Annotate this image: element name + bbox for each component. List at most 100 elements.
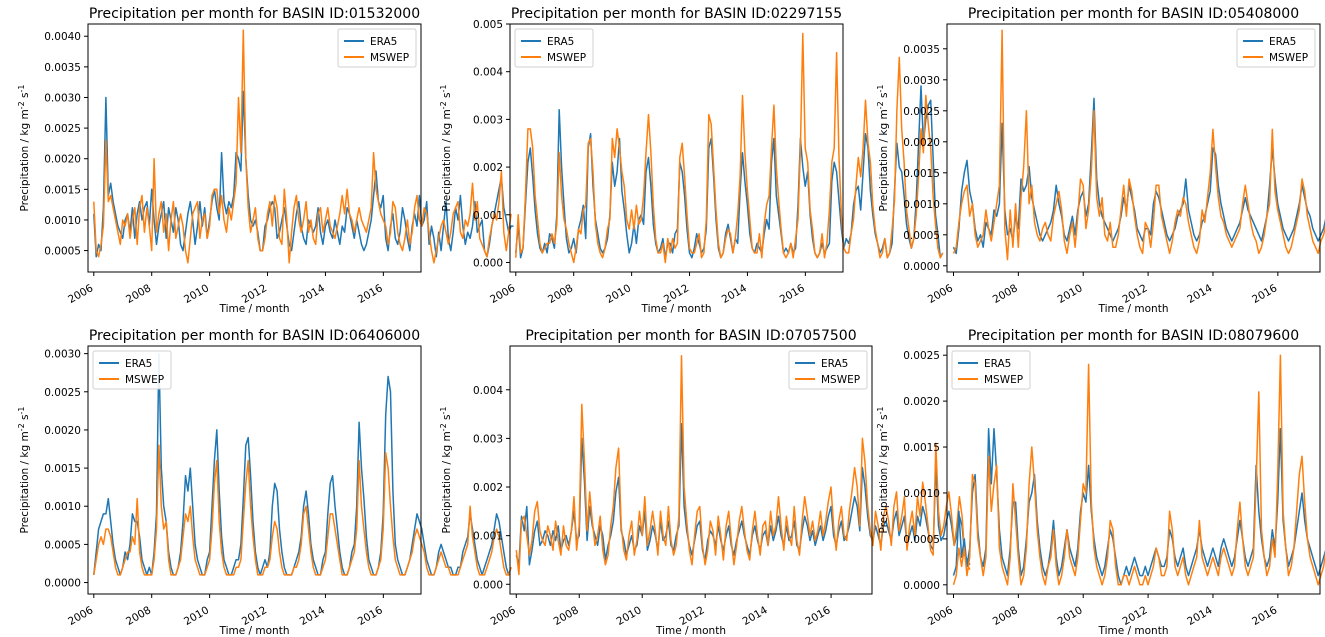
y-tick-label: 0.002 xyxy=(473,162,503,174)
y-axis-label: Precipitation / kg m-2 s-1 xyxy=(439,85,454,212)
x-tick-label: 2014 xyxy=(298,282,327,306)
y-tick-label: 0.003 xyxy=(473,433,503,445)
y-tick-label: 0.0015 xyxy=(903,442,940,454)
x-tick-label: 2008 xyxy=(124,604,153,628)
y-tick-label: 0.003 xyxy=(473,114,503,126)
y-tick-label: 0.0040 xyxy=(44,31,81,43)
x-tick-label: 2006 xyxy=(66,604,95,628)
y-axis-label: Precipitation / kg m-2 s-1 xyxy=(876,407,891,534)
y-tick-label: 0.0035 xyxy=(903,44,940,56)
x-axis-label: Time / month xyxy=(1098,303,1169,315)
series-line-mswep xyxy=(952,354,1325,586)
y-tick-label: 0.0010 xyxy=(903,488,940,500)
x-tick-label: 2016 xyxy=(803,604,832,628)
legend-label-mswep: MSWEP xyxy=(370,52,409,64)
y-tick-label: 0.0000 xyxy=(903,580,940,592)
x-tick-label: 2006 xyxy=(66,282,95,306)
plot-frame xyxy=(87,23,422,273)
series-line-mswep xyxy=(93,444,512,576)
y-tick-label: 0.0030 xyxy=(44,92,81,104)
chart-title: Precipitation per month for BASIN ID:015… xyxy=(89,6,420,22)
y-tick-label: 0.0035 xyxy=(44,62,81,74)
x-tick-label: 2008 xyxy=(991,604,1020,628)
legend-label-mswep: MSWEP xyxy=(125,374,164,386)
y-tick-label: 0.0030 xyxy=(44,349,81,361)
y-tick-label: 0.000 xyxy=(473,579,503,591)
y-tick-label: 0.0020 xyxy=(903,137,940,149)
chart-panel-2: Precipitation per month for BASIN ID:022… xyxy=(439,6,944,315)
y-tick-label: 0.0010 xyxy=(44,215,81,227)
chart-panel-3: Precipitation per month for BASIN ID:054… xyxy=(876,6,1325,315)
series-line-mswep xyxy=(515,32,944,264)
chart-title: Precipitation per month for BASIN ID:054… xyxy=(968,6,1299,22)
x-tick-label: 2010 xyxy=(1056,282,1085,306)
y-tick-label: 0.0020 xyxy=(44,425,81,437)
y-tick-label: 0.0030 xyxy=(903,75,940,87)
legend-label-era5: ERA5 xyxy=(125,358,152,370)
chart-title: Precipitation per month for BASIN ID:022… xyxy=(511,6,842,22)
x-axis-label: Time / month xyxy=(655,625,726,637)
y-tick-label: 0.0020 xyxy=(44,154,81,166)
series-line-era5 xyxy=(93,90,514,258)
x-tick-label: 2010 xyxy=(182,282,211,306)
y-tick-label: 0.000 xyxy=(473,257,503,269)
legend-label-mswep: MSWEP xyxy=(984,374,1023,386)
x-tick-label: 2010 xyxy=(182,604,211,628)
x-tick-label: 2016 xyxy=(778,282,807,306)
series-line-mswep xyxy=(93,29,512,264)
chart-title: Precipitation per month for BASIN ID:070… xyxy=(525,328,856,344)
y-tick-label: 0.0000 xyxy=(903,261,940,273)
x-tick-label: 2016 xyxy=(356,604,385,628)
x-tick-label: 2010 xyxy=(604,282,633,306)
y-axis-label: Precipitation / kg m-2 s-1 xyxy=(876,85,891,212)
y-tick-label: 0.0020 xyxy=(903,396,940,408)
y-tick-label: 0.0005 xyxy=(44,246,81,258)
chart-panel-1: Precipitation per month for BASIN ID:015… xyxy=(17,6,514,315)
x-axis-label: Time / month xyxy=(641,303,712,315)
y-tick-label: 0.0015 xyxy=(44,463,81,475)
x-tick-label: 2016 xyxy=(1250,282,1279,306)
series-line-mswep xyxy=(952,29,1325,261)
plot-frame xyxy=(946,23,1321,273)
legend-label-era5: ERA5 xyxy=(1269,36,1296,48)
x-axis-label: Time / month xyxy=(1098,625,1169,637)
y-tick-label: 0.005 xyxy=(473,19,503,31)
x-tick-label: 2006 xyxy=(926,282,955,306)
series-line-era5 xyxy=(952,427,1325,586)
chart-panel-5: Precipitation per month for BASIN ID:070… xyxy=(439,328,971,637)
x-tick-label: 2006 xyxy=(926,604,955,628)
legend-label-era5: ERA5 xyxy=(547,36,574,48)
chart-panel-4: Precipitation per month for BASIN ID:064… xyxy=(17,328,512,637)
y-tick-label: 0.0025 xyxy=(903,106,940,118)
y-tick-label: 0.001 xyxy=(473,210,503,222)
x-tick-label: 2014 xyxy=(1185,282,1214,306)
legend-label-mswep: MSWEP xyxy=(821,374,860,386)
x-axis-label: Time / month xyxy=(219,303,290,315)
y-tick-label: 0.0005 xyxy=(903,534,940,546)
y-tick-label: 0.002 xyxy=(473,482,503,494)
y-tick-label: 0.0010 xyxy=(903,199,940,211)
y-tick-label: 0.004 xyxy=(473,385,503,397)
y-tick-label: 0.001 xyxy=(473,531,503,543)
y-tick-label: 0.0015 xyxy=(903,168,940,180)
series-line-mswep xyxy=(515,354,971,576)
x-tick-label: 2014 xyxy=(720,282,749,306)
plot-frame xyxy=(87,345,422,595)
y-axis-label: Precipitation / kg m-2 s-1 xyxy=(17,85,32,212)
y-axis-label: Precipitation / kg m-2 s-1 xyxy=(17,407,32,534)
x-tick-label: 2014 xyxy=(1185,604,1214,628)
legend-label-era5: ERA5 xyxy=(370,36,397,48)
x-tick-label: 2016 xyxy=(1250,604,1279,628)
legend-label-era5: ERA5 xyxy=(984,358,1011,370)
series-line-era5 xyxy=(952,97,1325,255)
x-axis-label: Time / month xyxy=(219,625,290,637)
x-tick-label: 2010 xyxy=(1056,604,1085,628)
x-tick-label: 2014 xyxy=(740,604,769,628)
y-tick-label: 0.0005 xyxy=(44,539,81,551)
x-tick-label: 2006 xyxy=(488,282,517,306)
chart-panel-6: Precipitation per month for BASIN ID:080… xyxy=(876,328,1325,637)
legend-label-era5: ERA5 xyxy=(821,358,848,370)
y-tick-label: 0.0015 xyxy=(44,184,81,196)
x-tick-label: 2014 xyxy=(298,604,327,628)
